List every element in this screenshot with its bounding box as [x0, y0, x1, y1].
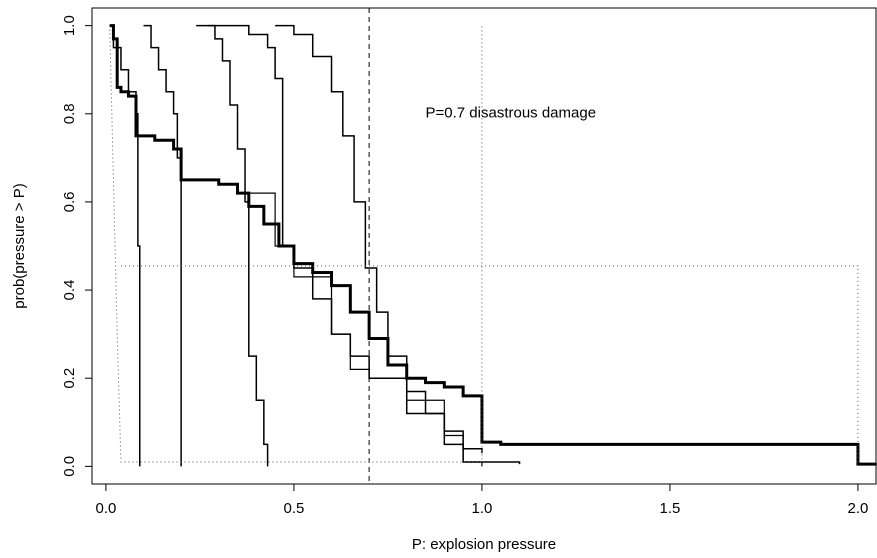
x-tick-label: 0.5 — [283, 500, 304, 517]
y-tick-label: 0.4 — [61, 280, 78, 301]
y-axis-label: prob(pressure > P) — [11, 183, 28, 308]
x-tick-label: 0.0 — [95, 500, 116, 517]
curve — [109, 25, 483, 463]
x-tick-label: 1.0 — [472, 500, 493, 517]
x-tick-label: 2.0 — [848, 500, 869, 517]
curve — [120, 265, 859, 462]
y-tick-label: 0.0 — [61, 456, 78, 477]
curve — [143, 24, 182, 467]
curve — [109, 24, 141, 467]
y-tick-label: 0.2 — [61, 368, 78, 389]
x-axis-label: P: explosion pressure — [412, 536, 556, 553]
y-tick-label: 0.8 — [61, 103, 78, 124]
curve — [196, 24, 521, 465]
annotation: P=0.7 disastrous damage — [426, 105, 597, 122]
curve — [248, 192, 483, 467]
curve — [109, 24, 877, 466]
curve — [207, 24, 269, 467]
curve — [275, 24, 483, 454]
plot-frame — [91, 7, 877, 485]
y-tick-label: 0.6 — [61, 191, 78, 212]
x-tick-label: 1.5 — [660, 500, 681, 517]
y-tick-label: 1.0 — [61, 15, 78, 36]
